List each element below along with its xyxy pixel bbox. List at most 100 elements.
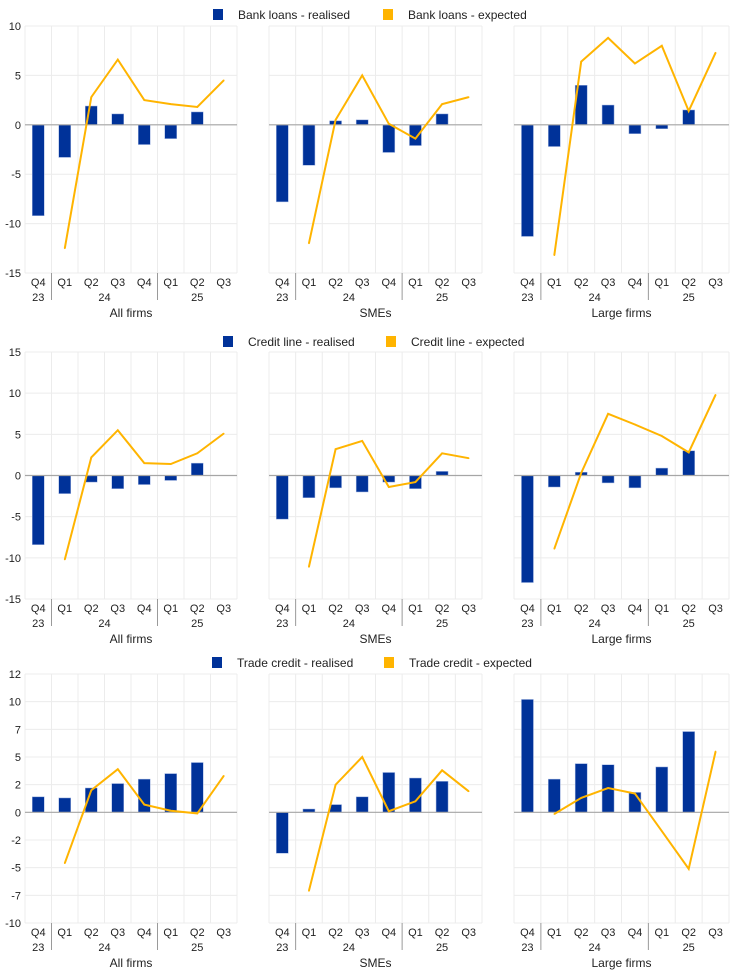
legend-label-expected: Credit line - expected — [411, 335, 524, 349]
year-label: 24 — [343, 618, 355, 630]
bar-realised-2 — [329, 475, 342, 489]
point-expected-7 — [467, 96, 470, 98]
x-tick-label: Q3 — [461, 277, 476, 289]
year-label: 25 — [683, 942, 695, 954]
x-tick-label: Q4 — [275, 277, 290, 289]
year-label: 24 — [589, 618, 601, 630]
point-expected-3 — [607, 37, 609, 39]
point-expected-2 — [90, 456, 93, 459]
point-expected-5 — [661, 435, 663, 437]
bar-realised-0 — [32, 796, 45, 813]
panel-smes: Q4 Q1 Q2 Q3 Q4 Q1 Q2 Q3 23 24 25 SMEs — [268, 25, 483, 320]
x-tick-label: Q2 — [328, 927, 343, 939]
x-tick-label: Q3 — [708, 927, 723, 939]
x-tick-label: Q3 — [461, 927, 476, 939]
point-expected-4 — [388, 486, 390, 488]
year-label: 24 — [98, 942, 110, 954]
point-expected-1 — [308, 890, 310, 892]
y-tick-label: 5 — [15, 70, 21, 82]
legend: Bank loans - realised Bank loans - expect… — [213, 8, 527, 22]
x-tick-label: Q1 — [654, 603, 669, 615]
x-tick-label: Q4 — [381, 927, 396, 939]
x-tick-label: Q1 — [547, 603, 562, 615]
year-label: 25 — [191, 618, 203, 630]
point-expected-7 — [222, 775, 225, 777]
x-tick-label: Q1 — [57, 277, 72, 289]
x-tick-label: Q4 — [275, 927, 290, 939]
year-label: 23 — [521, 292, 533, 304]
x-tick-label: Q2 — [190, 277, 205, 289]
panel-large-firms: Q4 Q1 Q2 Q3 Q4 Q1 Q2 Q3 23 24 25 Large firms — [513, 673, 730, 970]
year-label: 23 — [276, 292, 288, 304]
point-expected-6 — [687, 451, 690, 454]
point-expected-3 — [361, 440, 363, 442]
bar-realised-0 — [276, 475, 289, 520]
panel-subtitle: Large firms — [591, 306, 651, 320]
point-expected-1 — [63, 862, 66, 865]
x-tick-label: Q3 — [110, 927, 125, 939]
legend-swatch-expected — [386, 336, 396, 347]
year-label: 23 — [521, 942, 533, 954]
point-expected-7 — [714, 51, 717, 54]
bar-realised-1 — [58, 797, 71, 813]
year-label: 25 — [436, 292, 448, 304]
point-expected-2 — [334, 119, 337, 121]
y-tick-label: -10 — [5, 219, 21, 231]
y-tick-label: 5 — [15, 429, 21, 441]
point-expected-3 — [361, 74, 363, 77]
bar-realised-3 — [111, 113, 124, 126]
x-tick-label: Q2 — [328, 277, 343, 289]
point-expected-7 — [714, 394, 717, 396]
y-tick-label: -2 — [11, 835, 21, 847]
x-tick-label: Q1 — [547, 277, 562, 289]
point-expected-3 — [607, 787, 609, 789]
year-label: 23 — [276, 618, 288, 630]
x-tick-label: Q4 — [137, 927, 152, 939]
x-tick-label: Q2 — [435, 277, 450, 289]
panel-subtitle: Large firms — [591, 632, 651, 646]
bar-realised-1 — [302, 124, 316, 166]
x-tick-label: Q2 — [435, 603, 450, 615]
y-tick-label: -7 — [11, 890, 21, 902]
point-expected-2 — [580, 797, 582, 799]
bar-realised-3 — [355, 119, 369, 126]
x-tick-label: Q4 — [381, 277, 396, 289]
bar-realised-5 — [655, 467, 669, 476]
y-tick-label: -10 — [5, 918, 21, 930]
y-tick-label: 5 — [15, 752, 21, 764]
year-label: 23 — [32, 292, 44, 304]
y-tick-label: 15 — [9, 347, 21, 359]
y-tick-label: -5 — [11, 512, 21, 524]
bar-realised-1 — [548, 778, 561, 813]
x-tick-label: Q4 — [31, 277, 46, 289]
y-tick-label: -15 — [5, 594, 21, 606]
point-expected-6 — [687, 110, 690, 112]
bar-realised-0 — [32, 475, 45, 545]
point-expected-4 — [634, 423, 636, 426]
year-label: 25 — [191, 292, 203, 304]
point-expected-5 — [169, 103, 172, 105]
x-tick-label: Q3 — [355, 277, 370, 289]
point-expected-5 — [661, 830, 663, 832]
point-expected-1 — [63, 558, 66, 561]
legend-swatch-expected — [383, 9, 393, 20]
x-tick-label: Q3 — [216, 277, 231, 289]
legend-swatch-realised — [223, 336, 233, 347]
point-expected-4 — [388, 810, 390, 813]
x-tick-label: Q2 — [681, 927, 696, 939]
x-tick-label: Q2 — [681, 277, 696, 289]
bar-realised-2 — [329, 804, 342, 813]
x-tick-label: Q1 — [547, 927, 562, 939]
point-expected-6 — [441, 103, 443, 105]
point-expected-1 — [553, 254, 556, 257]
bar-realised-0 — [276, 124, 289, 203]
year-label: 24 — [589, 942, 601, 954]
year-label: 23 — [276, 942, 288, 954]
line-expected — [307, 73, 469, 244]
year-label: 25 — [436, 618, 448, 630]
x-tick-label: Q2 — [574, 927, 589, 939]
point-expected-2 — [90, 96, 93, 98]
chart-row-2: Credit line - realised Credit line - expe… — [5, 335, 730, 646]
bar-realised-4 — [382, 772, 396, 813]
year-label: 23 — [521, 618, 533, 630]
